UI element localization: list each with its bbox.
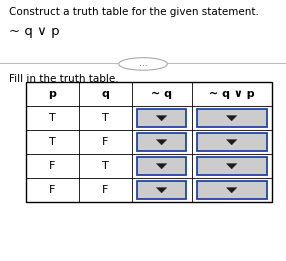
Text: Construct a truth table for the given statement.: Construct a truth table for the given st… bbox=[9, 7, 259, 16]
Polygon shape bbox=[156, 188, 167, 193]
Text: ...: ... bbox=[139, 60, 147, 68]
Bar bbox=[26, 82, 272, 202]
Polygon shape bbox=[156, 140, 167, 145]
Text: T: T bbox=[102, 161, 108, 171]
Text: F: F bbox=[102, 137, 108, 147]
Text: p: p bbox=[48, 89, 56, 99]
Bar bbox=[137, 133, 186, 151]
Polygon shape bbox=[227, 164, 237, 169]
Bar bbox=[197, 157, 267, 175]
Text: T: T bbox=[49, 113, 55, 123]
Text: ~ q ∨ p: ~ q ∨ p bbox=[209, 89, 255, 99]
Bar bbox=[137, 157, 186, 175]
Text: q: q bbox=[101, 89, 109, 99]
Bar bbox=[197, 109, 267, 127]
Text: F: F bbox=[102, 185, 108, 195]
Bar bbox=[137, 109, 186, 127]
Ellipse shape bbox=[119, 58, 167, 70]
Text: Fill in the truth table.: Fill in the truth table. bbox=[9, 74, 118, 84]
Bar bbox=[137, 181, 186, 199]
Text: ~ q: ~ q bbox=[151, 89, 172, 99]
Text: T: T bbox=[49, 137, 55, 147]
Text: F: F bbox=[49, 161, 55, 171]
Polygon shape bbox=[227, 140, 237, 145]
Polygon shape bbox=[227, 188, 237, 193]
Text: ~ q ∨ p: ~ q ∨ p bbox=[9, 25, 59, 38]
Bar bbox=[197, 133, 267, 151]
Polygon shape bbox=[156, 116, 167, 121]
Text: T: T bbox=[102, 113, 108, 123]
Polygon shape bbox=[227, 116, 237, 121]
Polygon shape bbox=[156, 164, 167, 169]
Bar bbox=[197, 181, 267, 199]
Text: F: F bbox=[49, 185, 55, 195]
